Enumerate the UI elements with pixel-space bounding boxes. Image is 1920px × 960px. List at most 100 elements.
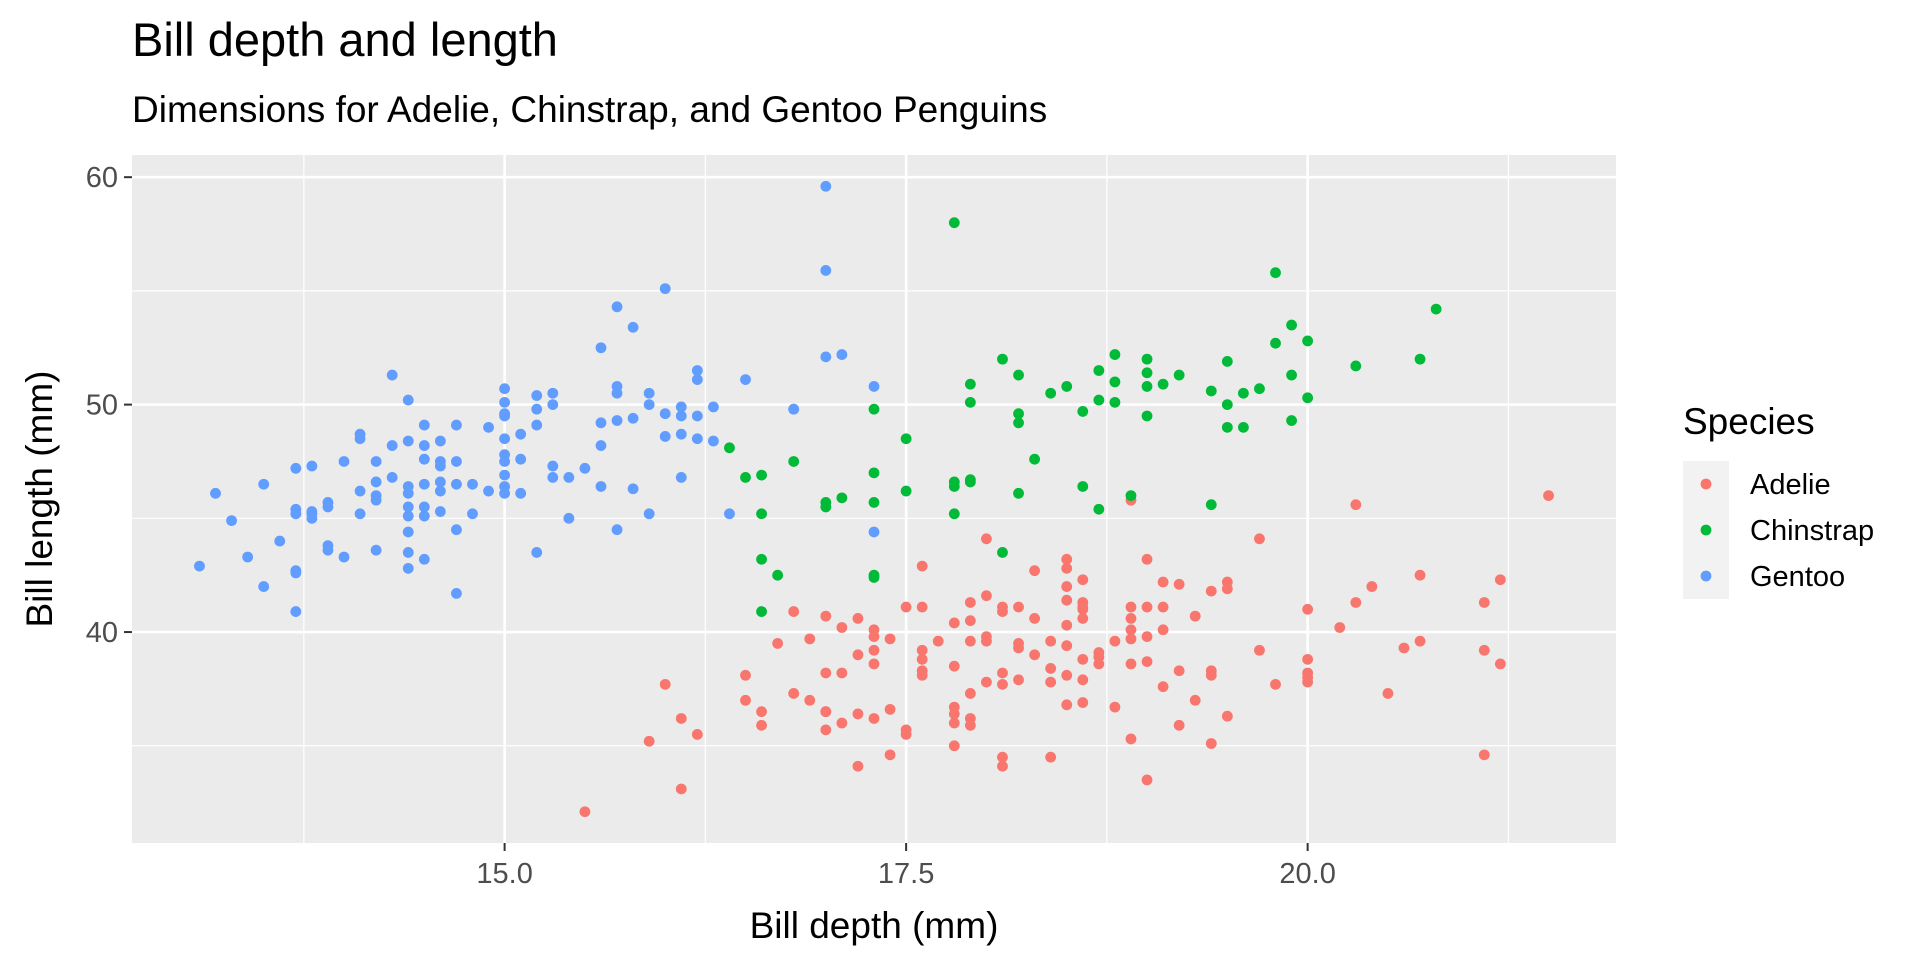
chinstrap-point <box>1061 381 1073 392</box>
gentoo-point <box>274 535 286 547</box>
adelie-point <box>756 706 767 718</box>
adelie-point <box>1543 490 1554 501</box>
gentoo-point <box>418 478 430 490</box>
chinstrap-point <box>1270 337 1281 349</box>
chinstrap-point <box>868 572 880 583</box>
chinstrap-point <box>1414 353 1426 365</box>
adelie-point <box>1157 681 1169 693</box>
adelie-point <box>916 665 928 677</box>
gentoo-point <box>258 478 270 490</box>
gentoo-point <box>499 481 511 492</box>
adelie-point <box>997 751 1008 763</box>
gentoo-point <box>724 508 735 520</box>
chinstrap-point <box>788 456 800 467</box>
chinstrap-point <box>756 508 767 520</box>
chinstrap-point <box>1045 387 1057 399</box>
gentoo-point <box>451 456 462 467</box>
adelie-point <box>1157 576 1169 588</box>
chinstrap-point <box>1109 349 1121 360</box>
adelie-point <box>1077 603 1089 615</box>
adelie-point <box>1254 533 1265 545</box>
chinstrap-point <box>1077 406 1089 417</box>
gentoo-point <box>563 512 575 524</box>
adelie-point <box>852 649 864 661</box>
adelie-point <box>1302 672 1314 683</box>
gentoo-point <box>402 487 414 499</box>
adelie-point <box>691 728 703 740</box>
adelie-point <box>997 601 1008 613</box>
legend-items: Adelie Chinstrap Gentoo <box>1683 461 1874 599</box>
gentoo-point <box>418 510 430 522</box>
adelie-point <box>916 653 928 665</box>
gentoo-point <box>322 544 334 556</box>
gentoo-point <box>434 460 446 472</box>
gentoo-point <box>836 349 848 360</box>
gentoo-point <box>354 433 366 445</box>
gentoo-point <box>402 562 414 574</box>
y-tick-label: 50 <box>86 390 118 422</box>
gentoo-point <box>547 387 559 399</box>
gentoo-point <box>740 374 751 385</box>
chinstrap-point <box>1221 421 1233 433</box>
gentoo-point <box>418 501 430 513</box>
adelie-point <box>1013 642 1024 654</box>
gentoo-point <box>499 396 511 408</box>
adelie-point <box>900 601 912 613</box>
chinstrap-point <box>1254 383 1265 395</box>
chinstrap-point <box>964 378 976 390</box>
adelie-point <box>1173 578 1185 590</box>
adelie-point <box>948 660 960 672</box>
adelie-point <box>1205 665 1217 677</box>
gentoo-point <box>515 428 527 440</box>
gentoo-point <box>531 403 543 415</box>
x-tick-label: 17.5 <box>878 858 934 890</box>
gentoo-point <box>820 265 832 276</box>
gentoo-point <box>210 487 221 499</box>
chinstrap-point <box>1013 369 1024 381</box>
chinstrap-point <box>1109 396 1121 408</box>
chinstrap-point <box>1221 399 1233 411</box>
gentoo-point <box>402 501 414 513</box>
adelie-point <box>948 740 960 752</box>
adelie-point <box>1061 640 1073 652</box>
adelie-point <box>820 667 832 679</box>
adelie-point <box>1494 658 1506 670</box>
adelie-point <box>948 717 960 729</box>
gentoo-point <box>499 410 511 422</box>
adelie-point <box>1398 642 1410 654</box>
gentoo-point <box>659 283 671 295</box>
adelie-point <box>1366 581 1378 592</box>
x-tick-label: 15.0 <box>476 858 532 890</box>
gentoo-point <box>418 453 430 465</box>
adelie-point <box>1254 644 1265 656</box>
gentoo-point <box>354 508 366 520</box>
chinstrap-point <box>948 508 960 520</box>
adelie-point <box>1077 697 1089 708</box>
adelie-point <box>1205 738 1217 749</box>
chinstrap-point <box>1141 381 1153 392</box>
gentoo-point <box>499 456 511 467</box>
adelie-point <box>1205 585 1217 597</box>
adelie-point <box>997 678 1008 690</box>
gentoo-point <box>627 412 639 424</box>
adelie-point <box>579 806 591 818</box>
adelie-point <box>981 533 992 545</box>
adelie-point <box>1061 669 1073 681</box>
gentoo-point <box>290 606 302 617</box>
gentoo-point <box>643 399 655 411</box>
gentoo-point <box>659 431 671 442</box>
adelie-point <box>740 694 751 706</box>
chinstrap-point <box>868 467 880 479</box>
chinstrap-point <box>1141 353 1153 365</box>
adelie-point <box>1029 649 1041 661</box>
chinstrap-point <box>1013 487 1024 499</box>
adelie-point <box>932 635 944 647</box>
gentoo-point <box>467 478 478 490</box>
adelie-point <box>836 667 848 679</box>
adelie-point <box>1077 613 1089 624</box>
data-points <box>194 180 1554 818</box>
gentoo-point <box>675 428 687 440</box>
adelie-point <box>1141 656 1153 668</box>
chinstrap-point <box>997 547 1008 558</box>
